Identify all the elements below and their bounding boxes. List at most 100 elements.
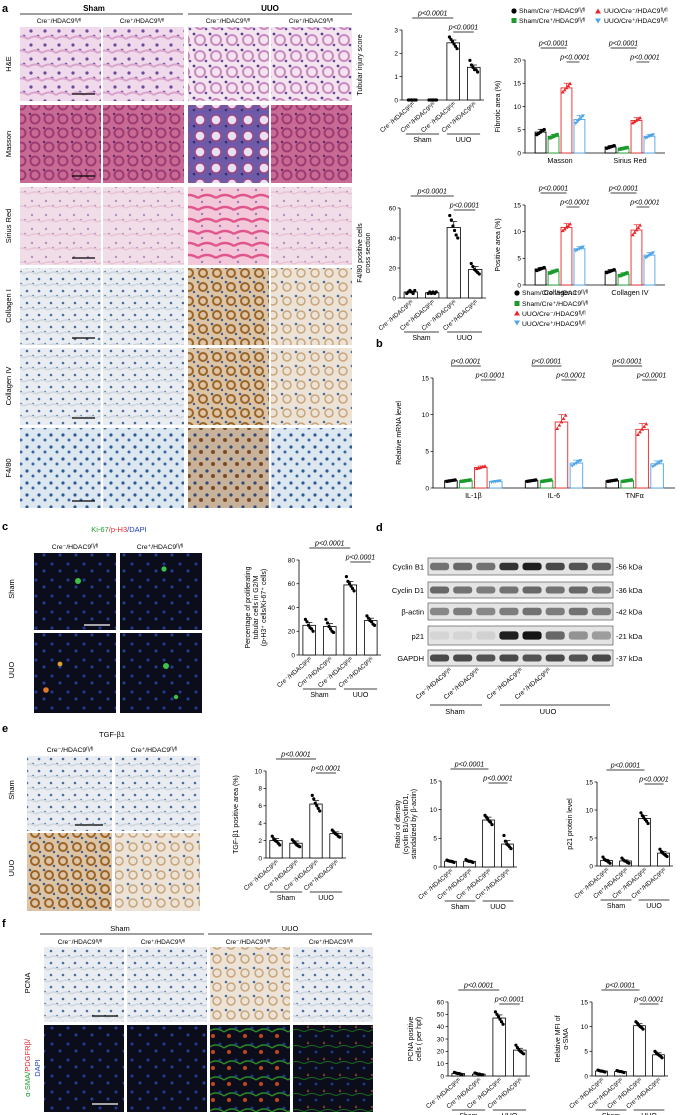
blot-band [522,631,542,640]
data-point [372,623,377,627]
bar [474,467,488,489]
micrograph [271,428,352,508]
data-point [414,98,418,102]
blot-protein-label: GAPDH [397,654,424,663]
bar [643,254,656,286]
sig-label: p<0.0001 [494,997,524,1004]
blot-strip [427,602,614,621]
data-point [621,479,625,484]
micrograph [103,187,184,265]
panel-c-stain-title: Ki-67/p-H3/DAPI [91,525,146,534]
micrograph [271,268,352,345]
y-axis-label: (p-H3⁺ cells/Ki-67⁺ cells) [261,569,268,646]
data-point [327,624,331,629]
data-point [636,432,640,436]
x-tick-label: Cre⁺/HDAC9ᶠˡ/ᶠˡ [630,867,668,900]
data-point [459,479,464,484]
data-point [503,839,507,843]
panel-a-row-label: F4/80 [4,458,13,477]
legend-bottom-item: UUO/Cre⁻/HDAC9ᶠˡ/ᶠˡ [522,311,586,318]
data-point [638,115,642,120]
panel-d-group-uuo: UUO [540,707,557,716]
y-axis-label: F4/80 positive cells [357,223,364,283]
y-axis-label: Percentage of proliferating [245,566,252,648]
y-axis-label: Positive area (%) [495,218,502,271]
bar [633,1025,646,1077]
data-point [608,861,612,865]
data-point [657,461,662,465]
y-tick-label: 3 [394,27,398,34]
micrograph [188,428,269,508]
stain-dapi: /DAPI [127,525,147,534]
micrograph [20,428,101,508]
data-point [612,267,616,272]
data-point [623,271,628,276]
data-point [638,223,642,227]
x-group-label: IL-6 [548,491,560,500]
blot-band [430,607,450,616]
panel-f-images [44,947,373,1112]
data-point [550,270,554,275]
sig-label: p<0.0001 [449,203,479,210]
data-point [561,416,566,421]
y-axis-label: TGF-β1 positive area (%) [233,775,240,854]
blot-band [499,562,519,571]
data-point [574,461,579,466]
data-point [542,265,546,270]
data-point [344,575,349,579]
y-tick-label: 0 [394,97,398,104]
chart-fibrotic: 0 5 10 15 20 Fibrotic area (%) Masson Sirius Re… [495,41,665,165]
group-label: Sham [607,903,625,910]
data-point [577,247,582,251]
panel-a-row-label: Masson [4,131,13,157]
y-tick-label: 5 [517,256,521,263]
y-tick-label: 40 [389,235,397,242]
data-point [456,236,460,240]
data-point [350,586,355,591]
data-point [305,620,309,624]
group-label: UUO [457,335,473,342]
y-axis-label: cross section [365,232,372,273]
bar [302,624,317,656]
data-point [629,478,634,482]
micrograph [271,27,352,101]
panel-f-col-label: Cre⁻/HDAC9ᶠˡ/ᶠˡ [58,939,103,946]
blot-band [453,631,473,640]
panel-a-micrograph-grid: H&E Masson Sirius Red Collagen I Collagen IV… [4,27,352,508]
sig-label: p<0.0001 [450,359,480,366]
data-point [546,478,551,483]
group-label: UUO [456,137,472,144]
sig-label: p<0.0001 [454,762,484,769]
sig-label: p<0.0001 [314,541,344,548]
panel-f-col-label: Cre⁺/HDAC9ᶠˡ/ᶠˡ [141,939,186,946]
blot-band [591,631,611,640]
data-point [453,478,457,482]
panel-a-group-sham: Sham [83,4,105,13]
blot-strip [427,625,614,646]
blot-band [430,631,450,640]
data-point [570,464,575,468]
blot-protein-label: p21 [411,632,424,641]
data-point [449,218,453,222]
data-point [496,1015,501,1019]
micrograph [188,268,269,345]
data-point [493,1010,498,1014]
data-point [568,222,572,226]
sig-label: p<0.0001 [629,55,659,62]
data-point [625,478,629,483]
blot-band [522,586,542,594]
data-point [665,854,669,859]
blot-band [545,586,565,594]
legend-top-item: UUO/Cre⁺/HDAC9ᶠˡ/ᶠˡ [604,18,668,25]
sig-label: p<0.0001 [475,373,505,380]
data-point [614,478,619,482]
blot-band [568,586,588,594]
y-tick-label: 2 [258,838,262,845]
data-point [550,135,554,139]
y-tick-label: 0 [258,855,262,862]
data-point [577,118,582,122]
bar [554,421,569,489]
panel-a-group-uuo: UUO [261,4,279,13]
panel-e-stain: TGF-β1 [99,730,125,739]
y-tick-label: 10 [514,229,522,236]
